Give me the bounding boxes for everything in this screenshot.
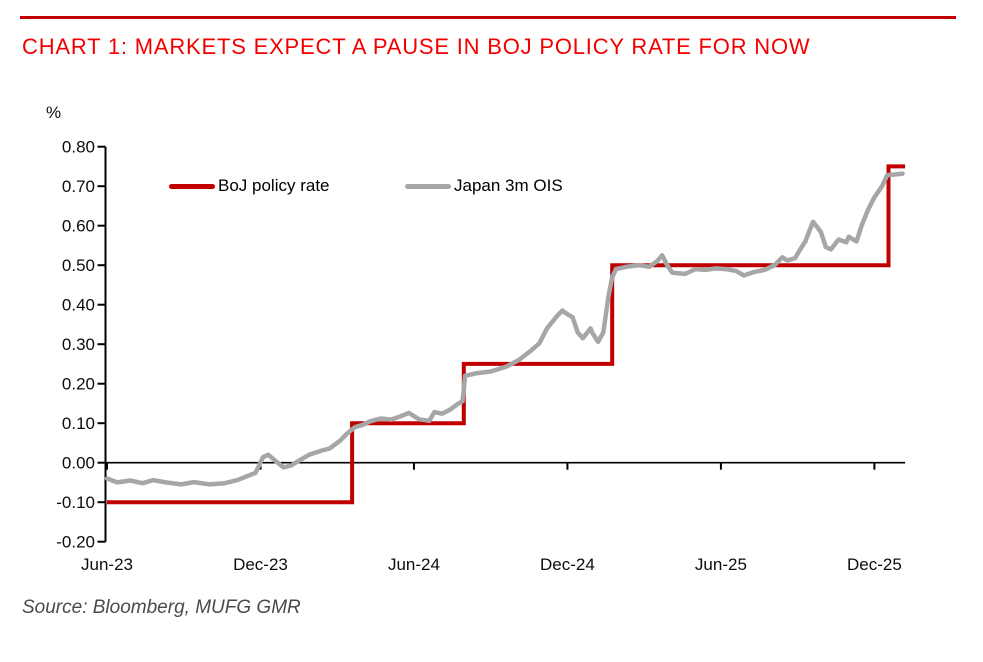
svg-text:0.60: 0.60 [62, 217, 95, 236]
svg-text:0.20: 0.20 [62, 375, 95, 394]
source-note: Source: Bloomberg, MUFG GMR [22, 597, 301, 618]
svg-text:Dec-23: Dec-23 [233, 555, 288, 574]
top-divider-rule [20, 16, 956, 19]
svg-text:0.70: 0.70 [62, 177, 95, 196]
svg-text:Jun-25: Jun-25 [695, 555, 747, 574]
svg-text:%: % [46, 103, 61, 122]
legend-label-ois: Japan 3m OIS [454, 176, 563, 195]
svg-text:0.50: 0.50 [62, 256, 95, 275]
legend-swatch-ois-line [405, 183, 451, 189]
legend-item-japan-3m-ois: Japan 3m OIS [405, 176, 563, 196]
svg-text:Dec-24: Dec-24 [540, 555, 595, 574]
legend-label-boj: BoJ policy rate [218, 176, 330, 195]
svg-text:Dec-25: Dec-25 [847, 555, 902, 574]
svg-text:0.00: 0.00 [62, 454, 95, 473]
chart-title: CHART 1: MARKETS EXPECT A PAUSE IN BOJ P… [22, 34, 811, 59]
svg-text:0.80: 0.80 [62, 138, 95, 157]
svg-text:-0.10: -0.10 [56, 493, 95, 512]
legend-swatch-boj-line [169, 183, 215, 189]
svg-text:Jun-24: Jun-24 [388, 555, 440, 574]
legend-item-boj-policy-rate: BoJ policy rate [169, 176, 330, 196]
svg-text:Jun-23: Jun-23 [81, 555, 133, 574]
svg-text:0.30: 0.30 [62, 335, 95, 354]
svg-text:-0.20: -0.20 [56, 533, 95, 552]
svg-text:0.10: 0.10 [62, 414, 95, 433]
svg-text:0.40: 0.40 [62, 296, 95, 315]
